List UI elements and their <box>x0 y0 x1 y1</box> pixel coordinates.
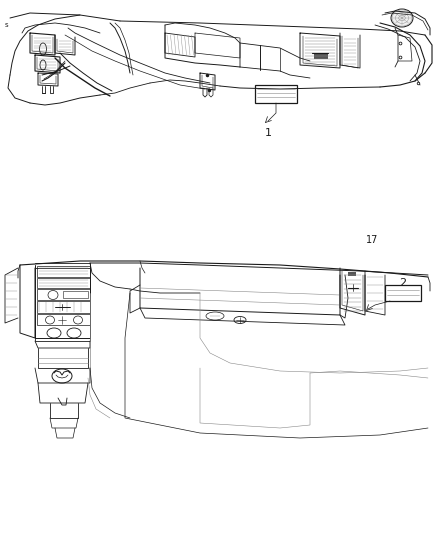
Ellipse shape <box>40 60 46 70</box>
Bar <box>37 266 90 277</box>
Bar <box>348 272 356 276</box>
Bar <box>37 301 90 313</box>
Bar <box>255 85 297 103</box>
Ellipse shape <box>206 312 224 320</box>
Ellipse shape <box>52 369 72 383</box>
Ellipse shape <box>46 316 54 324</box>
Bar <box>37 289 90 300</box>
Text: 1: 1 <box>265 128 272 138</box>
Bar <box>37 314 90 325</box>
Bar <box>63 291 88 298</box>
Text: 2: 2 <box>399 278 406 288</box>
Ellipse shape <box>47 328 61 338</box>
Ellipse shape <box>48 290 58 300</box>
Ellipse shape <box>74 316 82 324</box>
Bar <box>385 285 421 301</box>
Text: 17: 17 <box>366 235 378 245</box>
Ellipse shape <box>391 9 413 27</box>
Ellipse shape <box>234 317 246 324</box>
Ellipse shape <box>39 43 46 55</box>
Text: s: s <box>5 22 9 28</box>
Bar <box>37 278 90 288</box>
Bar <box>314 54 328 59</box>
Ellipse shape <box>67 328 81 338</box>
